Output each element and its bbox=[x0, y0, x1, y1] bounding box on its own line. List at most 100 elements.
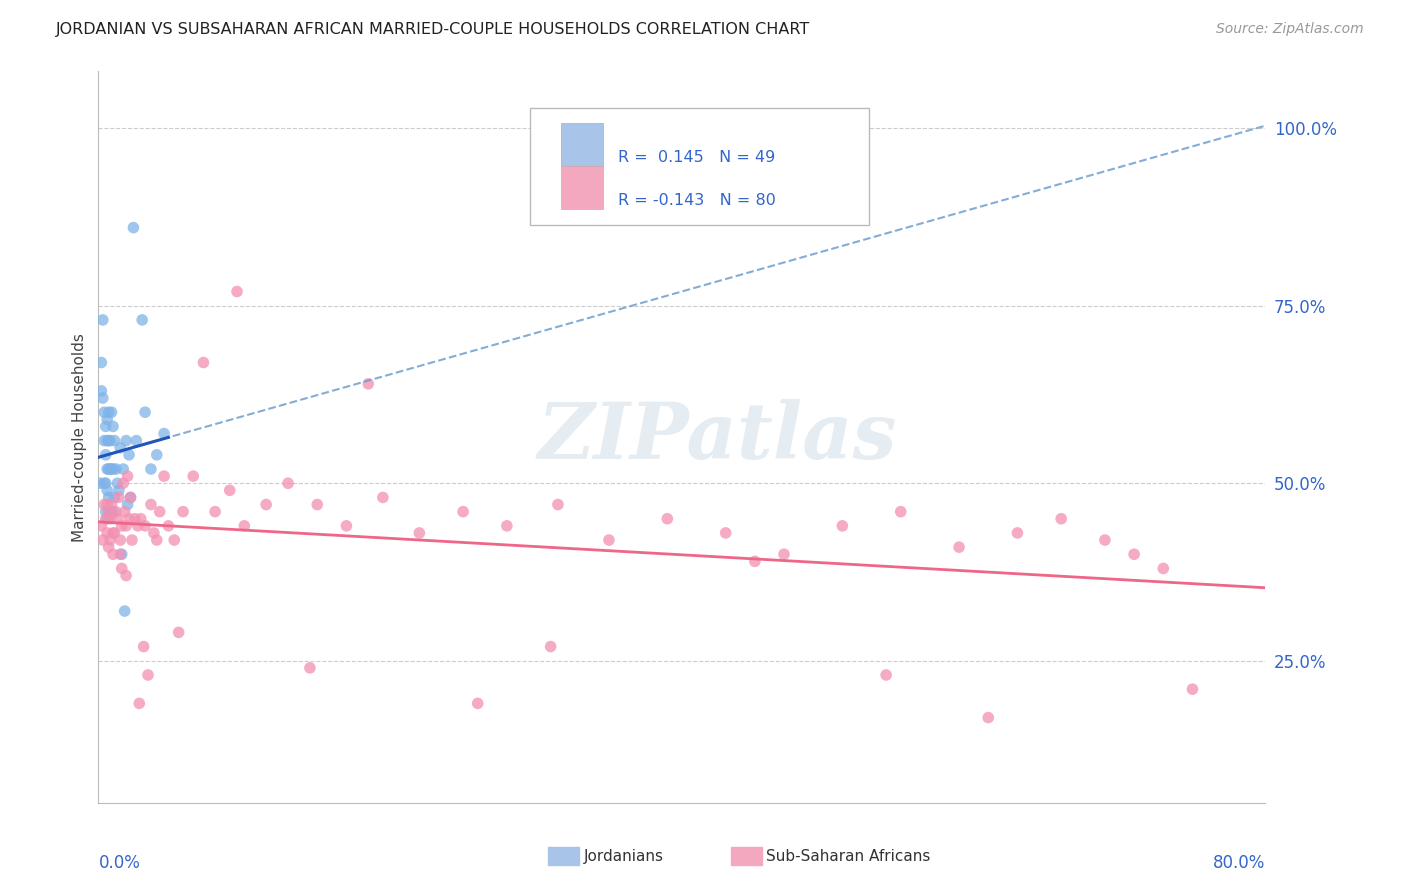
Point bbox=[233, 519, 256, 533]
Point bbox=[104, 505, 127, 519]
Point bbox=[98, 533, 121, 547]
Point bbox=[547, 498, 569, 512]
Point bbox=[101, 462, 124, 476]
Point bbox=[100, 405, 122, 419]
Point bbox=[146, 533, 169, 547]
Point bbox=[128, 697, 150, 711]
Point bbox=[1094, 533, 1116, 547]
Point bbox=[93, 405, 115, 419]
Point bbox=[96, 462, 118, 476]
Text: 80.0%: 80.0% bbox=[1213, 854, 1265, 872]
Point bbox=[657, 512, 679, 526]
Point bbox=[598, 533, 620, 547]
Point bbox=[1123, 547, 1146, 561]
Point bbox=[90, 519, 112, 533]
Point bbox=[97, 505, 120, 519]
Point bbox=[105, 476, 128, 491]
Point bbox=[495, 519, 517, 533]
Point bbox=[115, 434, 138, 448]
Point bbox=[96, 498, 118, 512]
Point bbox=[112, 462, 135, 476]
Point bbox=[103, 434, 125, 448]
Text: Source: ZipAtlas.com: Source: ZipAtlas.com bbox=[1216, 22, 1364, 37]
Point bbox=[1181, 682, 1204, 697]
Point bbox=[105, 512, 128, 526]
Point bbox=[115, 568, 138, 582]
Point bbox=[103, 491, 125, 505]
Point bbox=[714, 525, 737, 540]
Point bbox=[125, 434, 148, 448]
Point bbox=[101, 505, 124, 519]
Point bbox=[97, 405, 120, 419]
Point bbox=[773, 547, 796, 561]
Point bbox=[97, 491, 120, 505]
Text: ZIPatlas: ZIPatlas bbox=[537, 399, 897, 475]
Point bbox=[408, 525, 430, 540]
Point bbox=[94, 505, 117, 519]
Point bbox=[142, 525, 165, 540]
Text: R =  0.145   N = 49: R = 0.145 N = 49 bbox=[617, 150, 775, 165]
Point bbox=[357, 376, 380, 391]
Point bbox=[118, 512, 141, 526]
Point bbox=[153, 426, 176, 441]
Point bbox=[112, 476, 135, 491]
Point bbox=[118, 448, 141, 462]
Point bbox=[91, 533, 114, 547]
Point bbox=[96, 434, 118, 448]
Point bbox=[153, 469, 176, 483]
Point bbox=[218, 483, 240, 498]
Point bbox=[371, 491, 394, 505]
Point bbox=[1050, 512, 1073, 526]
Point bbox=[132, 640, 155, 654]
Point bbox=[108, 483, 131, 498]
Point bbox=[104, 462, 127, 476]
Point bbox=[98, 434, 121, 448]
Point bbox=[94, 512, 117, 526]
Point bbox=[139, 462, 162, 476]
Point bbox=[101, 547, 124, 561]
Point bbox=[540, 640, 562, 654]
Point bbox=[117, 498, 139, 512]
Point bbox=[89, 476, 111, 491]
Point bbox=[114, 604, 136, 618]
Point bbox=[744, 554, 766, 568]
Point bbox=[96, 525, 118, 540]
Point bbox=[120, 491, 142, 505]
Text: Sub-Saharan Africans: Sub-Saharan Africans bbox=[766, 849, 931, 863]
Point bbox=[108, 491, 131, 505]
Point bbox=[146, 448, 169, 462]
Point bbox=[122, 220, 145, 235]
Point bbox=[100, 462, 122, 476]
Point bbox=[97, 462, 120, 476]
Point bbox=[307, 498, 329, 512]
FancyBboxPatch shape bbox=[561, 123, 603, 166]
Point bbox=[172, 505, 194, 519]
Point bbox=[101, 419, 124, 434]
Point bbox=[97, 434, 120, 448]
Point bbox=[193, 355, 215, 369]
Point bbox=[124, 512, 146, 526]
Point bbox=[131, 313, 153, 327]
Point bbox=[127, 519, 149, 533]
Text: 0.0%: 0.0% bbox=[98, 854, 141, 872]
Point bbox=[111, 519, 134, 533]
Point bbox=[157, 519, 180, 533]
Point bbox=[890, 505, 912, 519]
Point bbox=[335, 519, 357, 533]
Point bbox=[948, 540, 970, 554]
FancyBboxPatch shape bbox=[561, 166, 603, 209]
Point bbox=[831, 519, 853, 533]
Point bbox=[90, 384, 112, 398]
Point bbox=[134, 519, 156, 533]
Point bbox=[451, 505, 474, 519]
Text: JORDANIAN VS SUBSAHARAN AFRICAN MARRIED-COUPLE HOUSEHOLDS CORRELATION CHART: JORDANIAN VS SUBSAHARAN AFRICAN MARRIED-… bbox=[56, 22, 810, 37]
Point bbox=[298, 661, 321, 675]
Point bbox=[136, 668, 159, 682]
Point bbox=[129, 512, 152, 526]
Point bbox=[96, 412, 118, 426]
Point bbox=[98, 462, 121, 476]
FancyBboxPatch shape bbox=[530, 108, 869, 225]
Point bbox=[204, 505, 226, 519]
Point bbox=[110, 547, 132, 561]
Point bbox=[181, 469, 204, 483]
